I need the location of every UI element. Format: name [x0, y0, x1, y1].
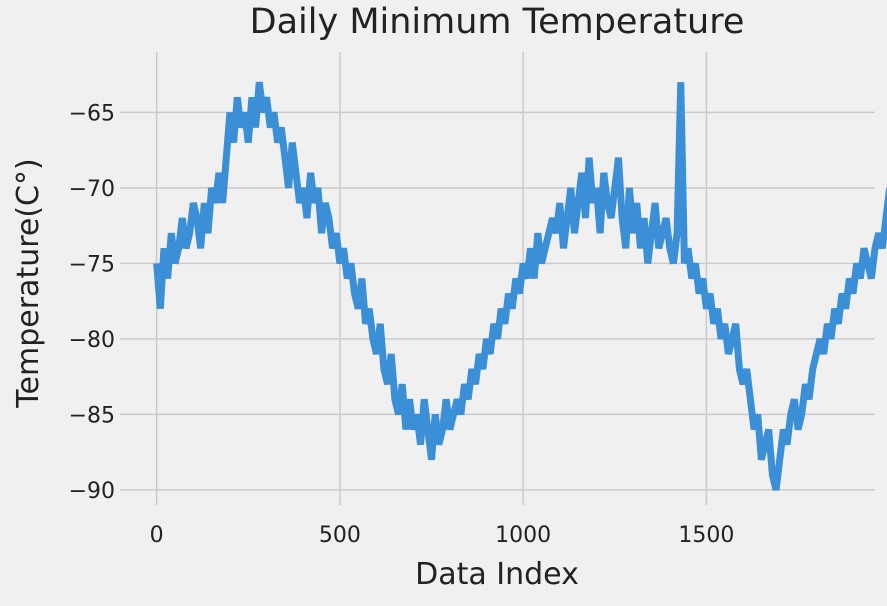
y-tick-label: −80 [69, 328, 115, 353]
y-tick-label: −70 [69, 177, 115, 202]
x-tick-label: 1000 [495, 523, 551, 548]
y-tick-label: −90 [69, 479, 115, 504]
series-group [153, 81, 887, 491]
y-tick-label: −65 [69, 101, 115, 126]
chart-title: Daily Minimum Temperature [250, 2, 745, 42]
y-tick-label: −75 [69, 252, 115, 277]
x-tick-label: 1500 [678, 523, 734, 548]
y-tick-label: −85 [69, 403, 115, 428]
y-tick-labels: −65 −70 −75 −80 −85 −90 [69, 101, 115, 504]
x-tick-label: 500 [319, 523, 361, 548]
y-axis-label: Temperature(C°) [11, 158, 46, 408]
x-axis-label: Data Index [415, 557, 579, 592]
x-tick-label: 0 [150, 523, 164, 548]
series-line [153, 81, 887, 491]
x-tick-labels: 0 500 1000 1500 [150, 523, 735, 548]
